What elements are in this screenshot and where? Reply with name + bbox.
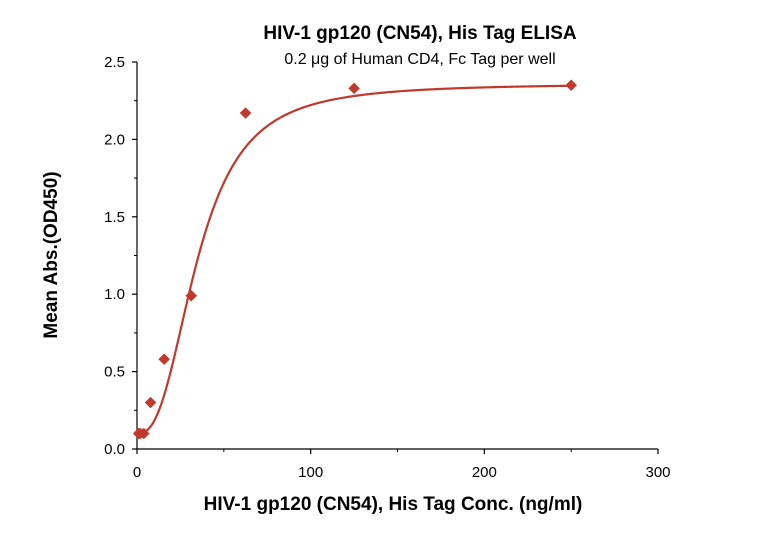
x-axis-label: HIV-1 gp120 (CN54), His Tag Conc. (ng/ml… bbox=[204, 494, 583, 515]
y-tick-label: 1.5 bbox=[104, 209, 125, 226]
y-axis-label: Mean Abs.(OD450) bbox=[41, 171, 62, 338]
axes bbox=[136, 62, 658, 450]
x-tick-label: 100 bbox=[298, 464, 323, 481]
data-point bbox=[565, 79, 578, 92]
y-tick-label: 0.5 bbox=[104, 364, 125, 381]
y-tick-label: 1.0 bbox=[104, 286, 125, 303]
x-tick-label: 0 bbox=[133, 464, 141, 481]
x-axis-ticks: 0 100 200 300 bbox=[133, 449, 671, 481]
data-point bbox=[137, 427, 150, 440]
x-tick-label: 300 bbox=[645, 464, 670, 481]
y-axis-ticks: 0.0 0.5 1.0 1.5 2.0 2.5 bbox=[104, 54, 137, 458]
y-tick-label: 2.5 bbox=[104, 54, 125, 71]
chart-title: HIV-1 gp120 (CN54), His Tag ELISA bbox=[263, 23, 577, 44]
chart-subtitle: 0.2 μg of Human CD4, Fc Tag per well bbox=[284, 51, 555, 68]
fit-curve bbox=[138, 84, 572, 435]
x-tick-label: 200 bbox=[472, 464, 497, 481]
data-point bbox=[348, 82, 360, 95]
data-point bbox=[158, 353, 170, 366]
y-tick-label: 0.0 bbox=[104, 441, 125, 458]
data-point bbox=[144, 396, 157, 409]
data-points bbox=[132, 79, 578, 440]
data-point bbox=[239, 107, 252, 119]
data-point bbox=[185, 289, 198, 302]
y-tick-label: 2.0 bbox=[104, 131, 125, 148]
